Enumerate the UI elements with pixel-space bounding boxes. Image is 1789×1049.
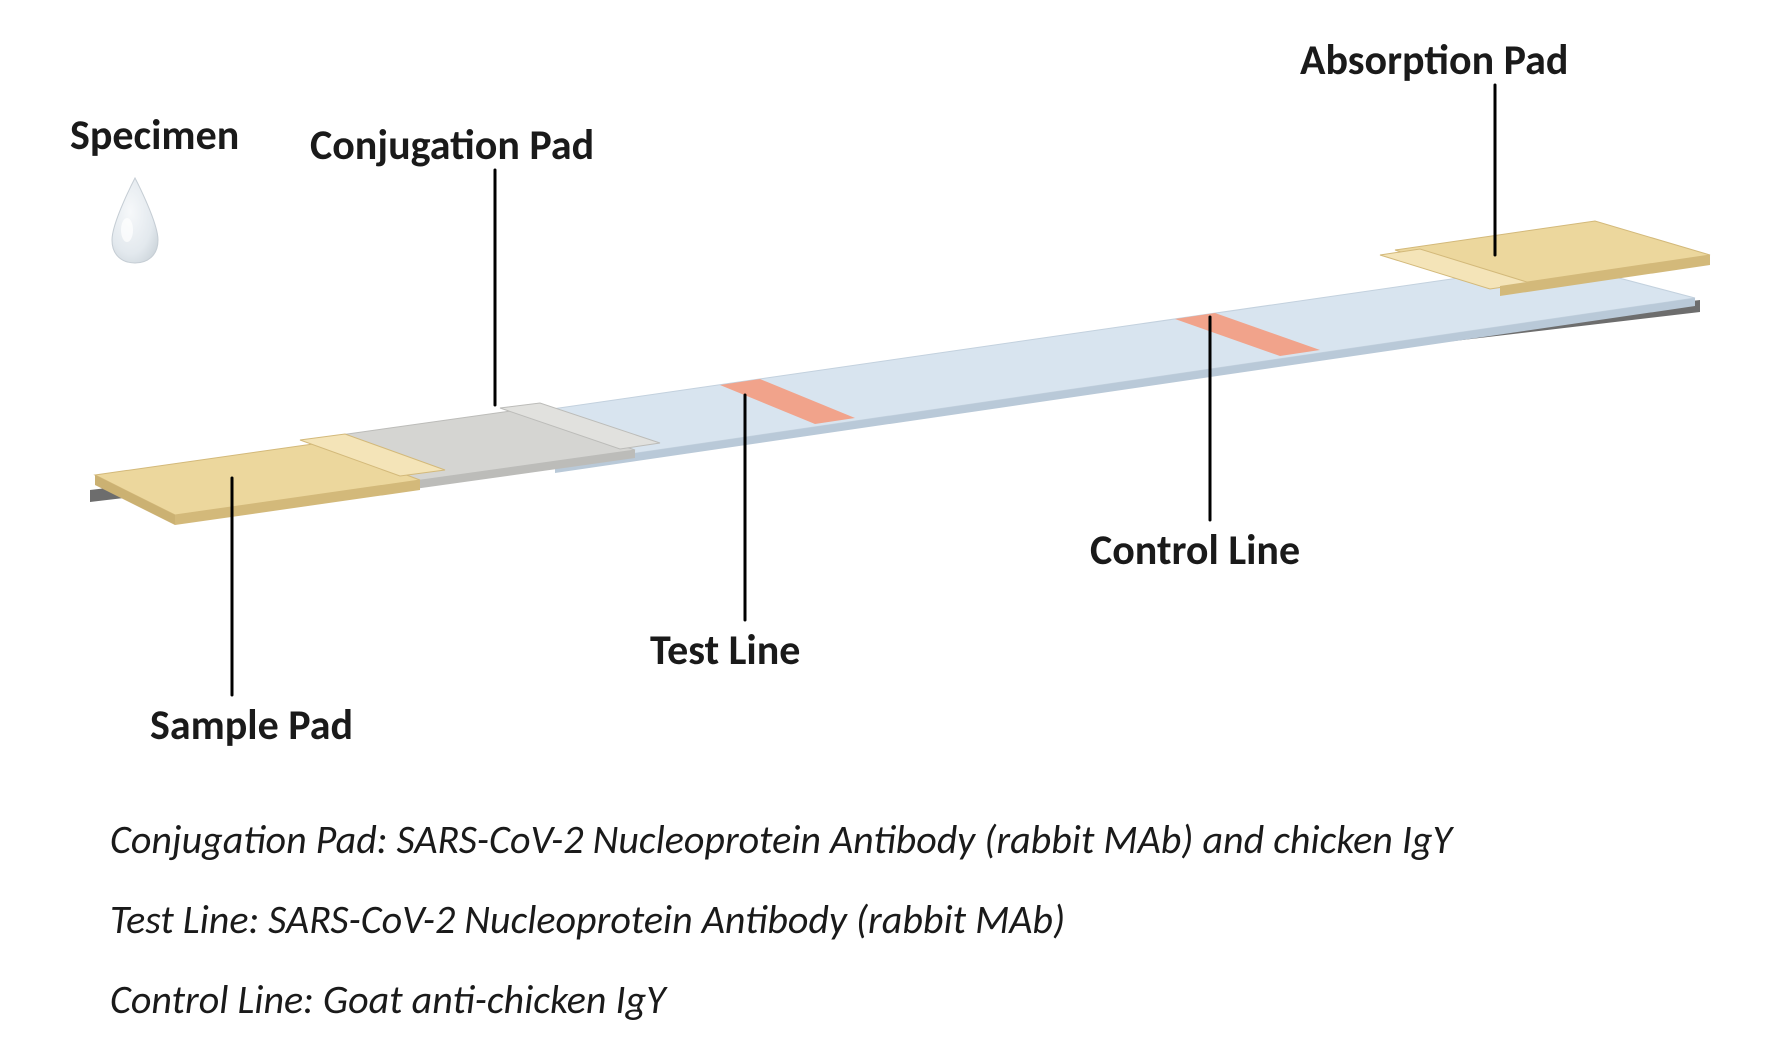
label-absorption-pad: Absorption Pad xyxy=(1300,35,1568,86)
lateral-flow-strip-svg xyxy=(0,0,1789,1049)
specimen-droplet xyxy=(112,178,158,263)
label-sample-pad: Sample Pad xyxy=(150,700,353,751)
caption-test-line: Test Line: SARS-CoV-2 Nucleoprotein Anti… xyxy=(110,895,1065,944)
label-conjugation-pad: Conjugation Pad xyxy=(310,120,594,171)
label-specimen: Specimen xyxy=(70,110,239,161)
label-test-line: Test Line xyxy=(650,625,800,676)
diagram-stage: Specimen Conjugation Pad Absorption Pad … xyxy=(0,0,1789,1049)
caption-control-line: Control Line: Goat anti-chicken IgY xyxy=(110,975,666,1024)
caption-conjugation-pad: Conjugation Pad: SARS-CoV-2 Nucleoprotei… xyxy=(110,815,1452,864)
label-control-line: Control Line xyxy=(1090,525,1300,576)
